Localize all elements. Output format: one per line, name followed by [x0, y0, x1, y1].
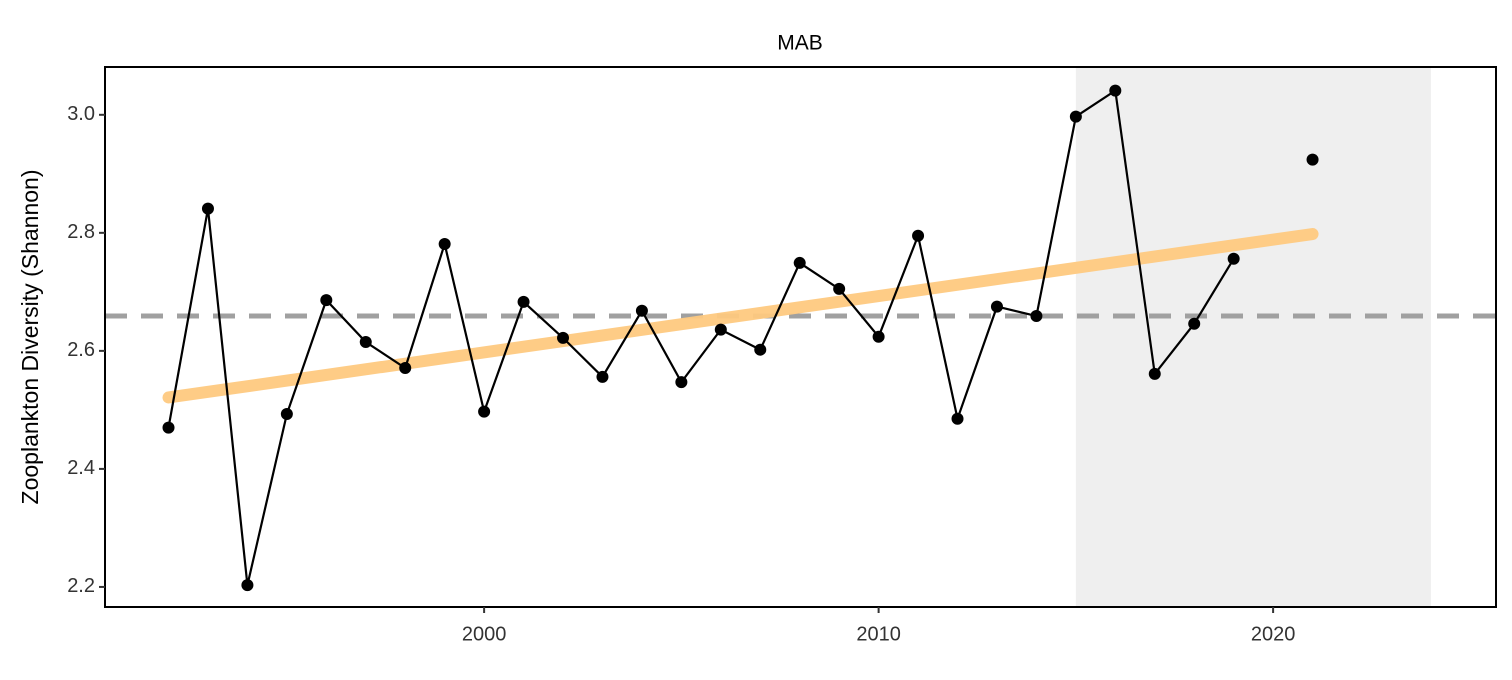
data-point — [517, 295, 530, 308]
data-point — [478, 405, 491, 418]
data-point — [596, 370, 609, 383]
x-tick-label: 2010 — [856, 623, 901, 645]
data-point — [359, 336, 372, 349]
x-tick-label: 2020 — [1251, 623, 1296, 645]
data-point — [635, 304, 648, 317]
data-point — [1227, 252, 1240, 265]
data-point — [438, 238, 451, 251]
y-axis-title: Zooplankton Diversity (Shannon) — [17, 170, 43, 505]
shade-region — [1075, 67, 1431, 607]
y-tick-label: 2.2 — [67, 575, 95, 597]
y-tick-label: 3.0 — [67, 103, 95, 125]
data-point — [1109, 84, 1122, 97]
data-point — [162, 421, 175, 434]
data-point — [754, 343, 767, 356]
data-point — [912, 229, 925, 242]
data-point — [320, 294, 333, 307]
data-point — [951, 412, 964, 425]
data-point — [1306, 153, 1319, 166]
data-point — [675, 376, 688, 389]
chart-title: MAB — [777, 32, 823, 55]
data-point — [557, 331, 570, 344]
data-point — [990, 300, 1003, 313]
y-tick-label: 2.4 — [67, 457, 95, 479]
plot-border — [104, 66, 1497, 608]
data-point — [1188, 317, 1201, 330]
data-point — [399, 361, 412, 374]
data-point — [1030, 310, 1043, 323]
data-point — [872, 330, 885, 343]
data-point — [793, 256, 806, 269]
trend-line — [162, 228, 1319, 404]
data-point — [201, 202, 214, 215]
y-tick-label: 2.6 — [67, 339, 95, 361]
data-point — [714, 323, 727, 336]
data-point — [1148, 367, 1161, 380]
data-point — [1069, 110, 1082, 123]
data-point — [280, 408, 293, 421]
data-point — [241, 579, 254, 592]
data-point — [833, 282, 846, 295]
y-tick-label: 2.8 — [67, 221, 95, 243]
x-tick-label: 2000 — [462, 623, 507, 645]
